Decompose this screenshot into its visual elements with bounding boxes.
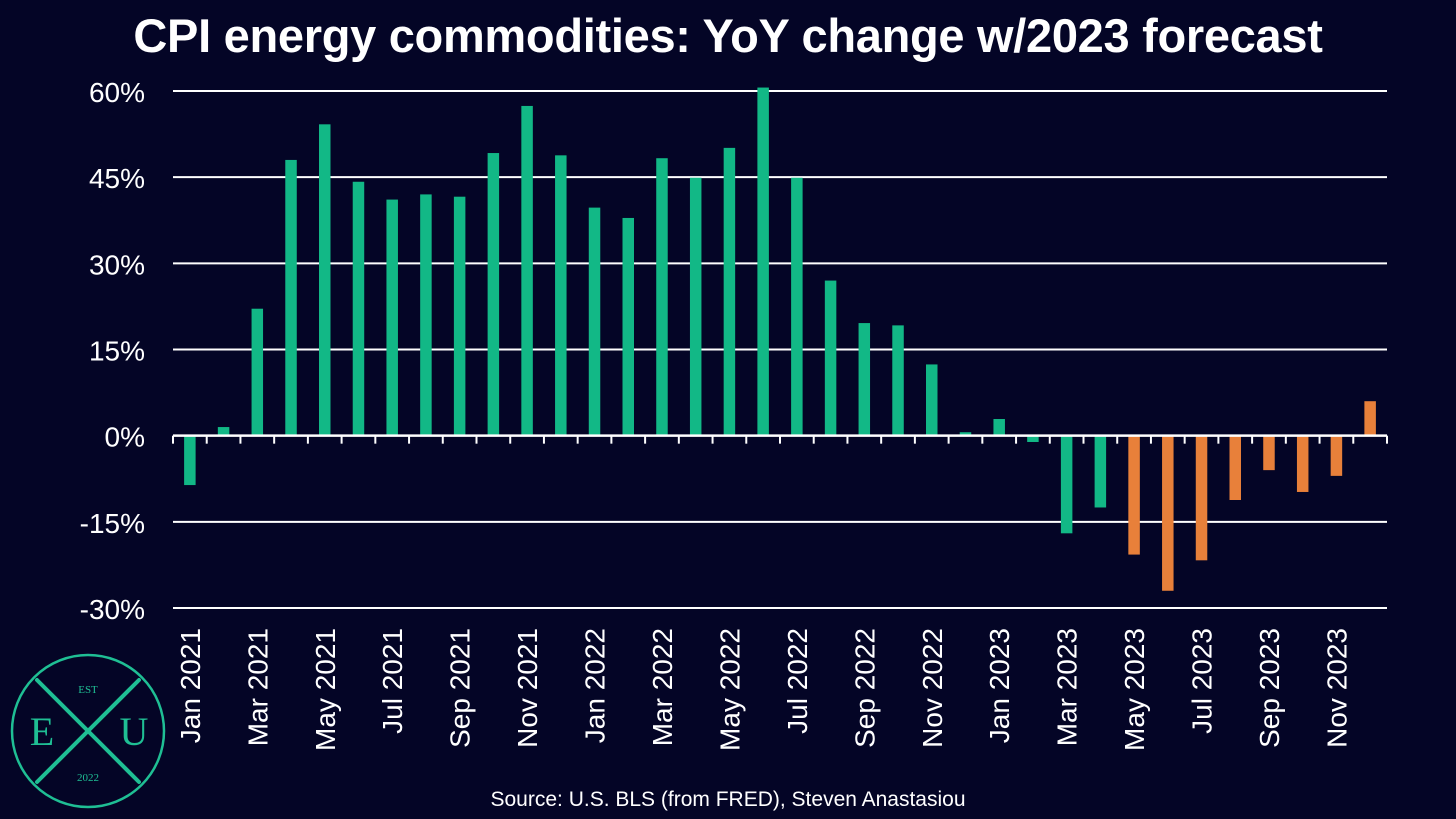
bar-oct-2022 <box>892 325 904 436</box>
bar-feb-2023 <box>1027 435 1039 442</box>
bar-feb-2022 <box>622 217 634 436</box>
y-tick-label: 30% <box>89 249 145 280</box>
x-tick-label: Jul 2023 <box>1187 628 1218 734</box>
x-tick-label: May 2023 <box>1119 628 1150 751</box>
bar-may-2022 <box>723 147 736 436</box>
logo-year: 2022 <box>77 772 99 784</box>
bar-jan-2022 <box>588 207 601 436</box>
bar-aug-2023 <box>1229 435 1241 501</box>
y-tick-label: 45% <box>89 163 145 194</box>
x-tick-label: Sep 2023 <box>1254 628 1285 748</box>
source-note: Source: U.S. BLS (from FRED), Steven Ana… <box>490 788 966 811</box>
bar-jan-2021 <box>184 435 196 486</box>
y-tick-label: -15% <box>80 508 145 539</box>
bar-dec-2021 <box>555 155 567 436</box>
x-tick-label: Mar 2022 <box>647 628 678 746</box>
bar-nov-2021 <box>521 105 533 436</box>
x-tick-label: Jan 2021 <box>175 628 206 743</box>
bar-jan-2023 <box>993 419 1005 436</box>
bar-apr-2023 <box>1094 435 1107 508</box>
x-tick-label: Nov 2022 <box>917 628 948 748</box>
y-tick-label: 60% <box>89 77 145 108</box>
x-tick-label: Mar 2023 <box>1052 628 1083 746</box>
bar-mar-2021 <box>251 308 264 436</box>
y-tick-label: 15% <box>89 336 145 367</box>
x-tick-label: Jul 2021 <box>377 628 408 734</box>
bar-nov-2022 <box>926 364 938 436</box>
bar-jun-2023 <box>1162 435 1174 591</box>
exu-logo: EST E X U 2022 <box>10 653 166 809</box>
bar-aug-2021 <box>420 194 432 436</box>
bar-apr-2022 <box>689 177 702 436</box>
y-tick-label: -30% <box>80 594 145 625</box>
bar-jul-2022 <box>791 177 803 436</box>
bar-sep-2022 <box>858 323 871 436</box>
x-tick-label: Mar 2021 <box>242 628 273 746</box>
x-tick-label: Jan 2023 <box>984 628 1015 743</box>
bar-apr-2021 <box>285 159 297 436</box>
bar-jun-2021 <box>352 181 365 436</box>
bar-mar-2023 <box>1060 435 1073 534</box>
x-tick-label: Sep 2021 <box>445 628 476 748</box>
chart-title: CPI energy commodities: YoY change w/202… <box>133 9 1323 62</box>
bar-jul-2023 <box>1195 435 1208 561</box>
bar-jul-2021 <box>386 199 398 436</box>
logo-est: EST <box>78 684 98 696</box>
bar-sep-2023 <box>1263 435 1275 471</box>
logo-letter-e: E <box>30 709 54 754</box>
x-tick-label: Nov 2023 <box>1321 628 1352 748</box>
bar-may-2021 <box>319 124 331 436</box>
x-tick-label: Nov 2021 <box>512 628 543 748</box>
x-tick-label: Sep 2022 <box>849 628 880 748</box>
bar-dec-2023 <box>1364 401 1376 436</box>
x-tick-label: Jul 2022 <box>782 628 813 734</box>
bar-may-2023 <box>1128 435 1140 555</box>
x-tick-label: May 2022 <box>714 628 745 751</box>
bar-dec-2022 <box>959 432 972 436</box>
bar-feb-2021 <box>217 427 230 436</box>
x-tick-label: Jan 2022 <box>580 628 611 743</box>
bar-aug-2022 <box>824 280 837 436</box>
logo-letter-u: U <box>120 709 149 754</box>
bar-oct-2023 <box>1296 435 1309 492</box>
bar-sep-2021 <box>453 196 466 436</box>
y-tick-label: 0% <box>105 422 145 453</box>
bar-oct-2021 <box>487 153 500 436</box>
bar-mar-2022 <box>656 158 668 436</box>
bar-jun-2022 <box>757 87 769 436</box>
bar-nov-2023 <box>1330 435 1343 476</box>
x-tick-label: May 2021 <box>310 628 341 751</box>
